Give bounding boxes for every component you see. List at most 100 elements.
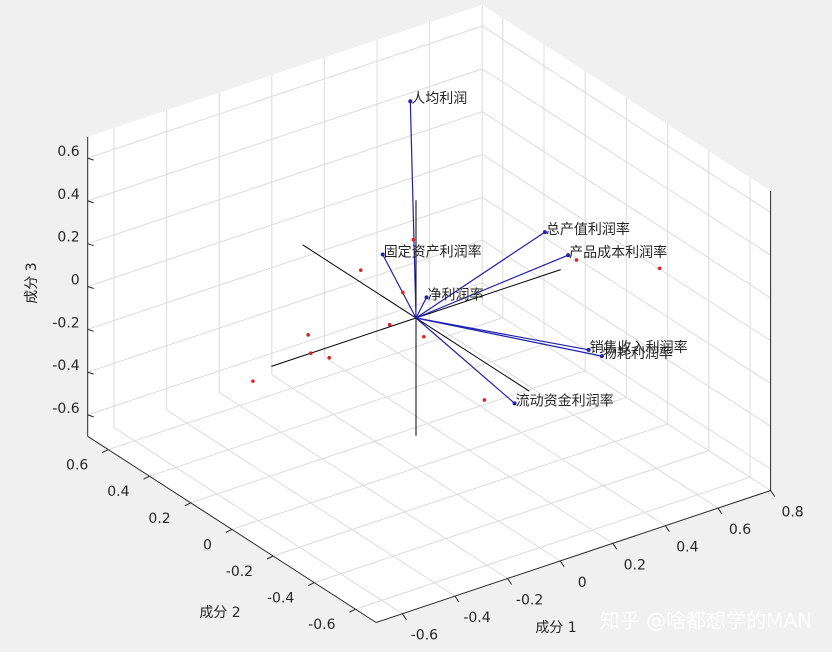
- grid-line: [87, 154, 483, 287]
- tick-mark: [559, 560, 565, 568]
- y-tick-label: 0.4: [107, 484, 129, 500]
- z-tick-label: -0.4: [52, 358, 79, 374]
- loading-vector: [415, 231, 546, 319]
- axis-line: [375, 490, 771, 623]
- z-tick-label: 0.6: [57, 144, 79, 160]
- vector-tip: [566, 253, 571, 258]
- grid-line: [481, 111, 771, 299]
- tick-mark: [664, 525, 670, 532]
- score-point: [482, 398, 487, 402]
- y-tick-label: 0: [203, 537, 212, 553]
- grid-line: [87, 111, 483, 245]
- z-tick-label: 0.4: [57, 187, 79, 203]
- tick-mark: [143, 475, 150, 480]
- score-point: [657, 266, 662, 271]
- grid-line: [481, 25, 771, 213]
- vector-tip: [542, 230, 547, 235]
- grid-line: [190, 370, 586, 504]
- grid-line: [87, 25, 483, 159]
- grid-line: [481, 196, 771, 384]
- score-point: [411, 237, 416, 242]
- tick-mark: [225, 528, 233, 533]
- loading-vector: [415, 254, 569, 319]
- x-tick-label: 0: [578, 575, 587, 591]
- tick-mark: [401, 613, 407, 620]
- z-tick-label: -0.6: [52, 401, 79, 417]
- vector-tip: [586, 347, 591, 352]
- grid-line: [481, 68, 771, 256]
- vector-label: 物耗利润率: [603, 345, 673, 362]
- grid-line: [314, 450, 709, 584]
- score-point: [327, 355, 332, 360]
- x-tick-label: 0.2: [624, 557, 646, 573]
- tick-mark: [87, 328, 94, 332]
- loading-vector: [409, 101, 417, 319]
- vector-tip: [408, 99, 413, 104]
- y-axis-label: 成分 2: [199, 605, 240, 621]
- x-tick-label: -0.4: [463, 610, 490, 626]
- score-point: [422, 334, 426, 339]
- score-point: [401, 290, 405, 295]
- tick-mark: [87, 371, 94, 375]
- x-tick-label: -0.6: [411, 628, 438, 644]
- x-axis-label: 成分 1: [535, 620, 576, 636]
- tick-mark: [266, 555, 274, 560]
- score-point: [358, 268, 363, 272]
- score-point: [309, 351, 313, 356]
- x-tick-label: -0.2: [516, 593, 543, 609]
- tick-mark: [612, 543, 618, 550]
- tick-mark: [770, 490, 776, 497]
- y-tick-label: 0.6: [66, 458, 88, 474]
- vector-label: 固定资产利润率: [384, 244, 482, 261]
- y-tick-label: 0.2: [148, 511, 170, 527]
- tick-mark: [87, 414, 94, 418]
- vector-label: 销售收入利润率: [590, 339, 688, 356]
- axes-box: [87, 136, 776, 623]
- grid-line: [481, 282, 771, 470]
- z-axis-label: 成分 3: [24, 262, 40, 303]
- tick-labels: -0.6 -0.4 -0.2 0 0.2 0.4 0.6 0.8 -0.6 -0.4 -0.2 0 0.…: [52, 144, 803, 644]
- vector-label: 人均利润: [411, 91, 467, 107]
- vector-tip: [599, 354, 604, 359]
- tick-mark: [87, 157, 94, 161]
- z-tick-label: 0: [71, 273, 80, 289]
- y-tick-label: -0.6: [308, 617, 335, 633]
- loading-vector: [415, 317, 602, 357]
- grid-line: [108, 317, 503, 451]
- z-tick-label: 0.2: [57, 230, 79, 246]
- grid-line: [272, 423, 668, 557]
- x-tick-label: 0.8: [781, 505, 803, 521]
- z-tick-label: -0.2: [52, 315, 79, 331]
- vector-label: 净利润率: [428, 286, 484, 303]
- vector-label: 总产值利润率: [546, 221, 630, 238]
- vector-tip: [380, 252, 385, 257]
- tick-mark: [349, 608, 356, 613]
- vector-label: 产品成本利润率: [569, 244, 667, 261]
- score-point: [574, 258, 579, 262]
- vector-label: 流动资金利润率: [516, 392, 614, 409]
- tick-mark: [184, 502, 191, 507]
- grid-line: [231, 396, 627, 530]
- y-tick-label: -0.2: [226, 564, 253, 580]
- tick-mark: [87, 200, 94, 204]
- grid-line: [355, 476, 751, 610]
- tick-mark: [87, 286, 94, 289]
- score-point: [306, 333, 310, 337]
- watermark: 知乎 @啥都想学的MAN: [600, 609, 812, 633]
- y-tick-label: -0.4: [267, 591, 294, 607]
- score-point: [251, 379, 255, 383]
- loading-vector: [415, 297, 428, 319]
- grid-line: [87, 68, 483, 202]
- tick-mark: [507, 578, 513, 585]
- vector-tip: [512, 401, 517, 406]
- score-point: [387, 322, 392, 327]
- grid-line: [149, 343, 545, 477]
- grid: [87, 4, 771, 615]
- loading-vector: [382, 254, 417, 319]
- tick-mark: [87, 243, 94, 247]
- vector-tip: [424, 295, 429, 300]
- tick-mark: [454, 595, 460, 603]
